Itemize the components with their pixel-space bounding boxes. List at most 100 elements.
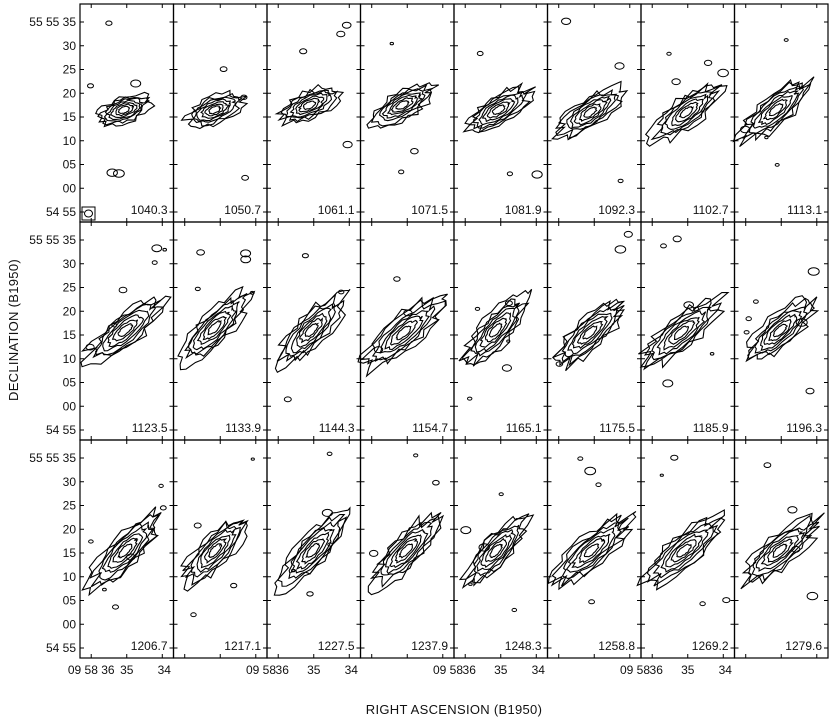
- noise-contour: [478, 543, 490, 552]
- noise-contour: [306, 591, 314, 597]
- noise-contour: [240, 94, 248, 101]
- contour-line: [656, 310, 707, 356]
- contour-set: [458, 288, 533, 367]
- contour-line: [371, 303, 436, 362]
- x-tick-label: 34: [532, 663, 546, 677]
- velocity-label: 1269.2: [692, 639, 729, 653]
- noise-contour: [588, 599, 595, 605]
- noise-contour: [555, 361, 564, 367]
- channel-panel: 1269.2: [636, 439, 736, 659]
- y-tick-label: 20: [63, 86, 77, 100]
- panel-frame: [546, 439, 642, 659]
- channel-panel: 1206.7: [79, 439, 175, 659]
- noise-contour: [783, 38, 789, 42]
- contour-line: [665, 533, 703, 568]
- y-tick-label: 10: [63, 134, 77, 148]
- contour-line: [180, 89, 249, 130]
- contour-line: [768, 103, 784, 117]
- noise-contour: [740, 125, 751, 134]
- x-axis-label: RIGHT ASCENSION (B1950): [366, 702, 542, 717]
- y-tick-label: 54 55: [46, 423, 76, 437]
- contour-line: [107, 314, 145, 348]
- velocity-label: 1227.5: [318, 639, 355, 653]
- contour-line: [480, 533, 513, 568]
- panel-frame: [266, 221, 362, 441]
- y-tick-label: 15: [63, 546, 77, 560]
- noise-contour: [341, 21, 352, 29]
- contour-line: [92, 299, 165, 359]
- noise-contour: [709, 352, 715, 356]
- contour-set: [367, 511, 445, 596]
- contour-line: [386, 94, 418, 116]
- x-tick-label: 35: [307, 663, 321, 677]
- noise-contour: [791, 545, 801, 553]
- y-tick-label: 30: [63, 475, 77, 489]
- contour-line: [95, 303, 156, 356]
- velocity-label: 1258.8: [598, 639, 635, 653]
- contour-set: [458, 513, 535, 590]
- contour-line: [772, 543, 788, 558]
- contour-set: [357, 293, 448, 378]
- noise-contour: [105, 20, 113, 26]
- contour-set: [274, 84, 345, 127]
- panel-frame: [359, 439, 455, 659]
- noise-contour: [703, 59, 713, 67]
- noise-contour: [398, 169, 405, 175]
- noise-contour: [671, 78, 681, 86]
- contour-line: [196, 98, 232, 122]
- y-tick-label: 15: [63, 328, 77, 342]
- contour-line: [746, 295, 820, 360]
- noise-contour: [787, 506, 798, 514]
- channel-panel: 1279.6: [733, 439, 829, 659]
- contour-line: [207, 319, 222, 336]
- noise-contour: [662, 379, 674, 388]
- channel-panel: 1071.5: [359, 3, 455, 223]
- contour-line: [489, 543, 503, 559]
- noise-contour: [659, 473, 664, 477]
- noise-contour: [219, 66, 228, 72]
- panel-frame: [172, 221, 268, 441]
- contour-line: [565, 527, 616, 573]
- contour-line: [555, 88, 623, 139]
- x-tick-label: 34: [345, 663, 359, 677]
- noise-contour: [501, 364, 512, 372]
- contour-line: [207, 543, 223, 558]
- channel-panel: 1227.5: [266, 439, 362, 659]
- contour-line: [190, 525, 241, 578]
- x-tick-label: 35: [120, 663, 134, 677]
- noise-contour: [369, 549, 379, 557]
- contour-line: [740, 512, 825, 590]
- noise-contour: [504, 300, 513, 307]
- contour-line: [115, 103, 135, 117]
- contour-line: [301, 538, 326, 565]
- noise-contour: [476, 50, 484, 57]
- noise-contour: [301, 253, 309, 259]
- x-tick-label: 09 58: [246, 663, 276, 677]
- contour-line: [571, 316, 609, 349]
- contour-line: [759, 310, 803, 352]
- contour-line: [111, 319, 139, 342]
- noise-contour: [196, 249, 206, 256]
- contour-set: [636, 509, 726, 591]
- noise-contour: [403, 309, 413, 317]
- noise-contour: [683, 301, 695, 309]
- noise-contour: [745, 316, 752, 322]
- y-tick-label: 00: [63, 617, 77, 631]
- noise-contour: [699, 601, 706, 607]
- contour-line: [481, 98, 516, 123]
- contour-line: [103, 97, 146, 123]
- contour-set: [180, 519, 249, 592]
- panel-frame: [733, 3, 829, 223]
- noise-contour: [240, 249, 252, 258]
- contour-line: [290, 307, 332, 354]
- contour-set: [273, 506, 351, 596]
- panel-frame: [79, 3, 175, 223]
- contour-line: [102, 309, 150, 352]
- panel-frame: [640, 221, 736, 441]
- y-tick-labels: 55 55 35 30 25 20 15 10 05 00 54 55 55 55 35 30 25 2…: [29, 15, 76, 655]
- contour-line: [394, 538, 419, 564]
- contour-line: [732, 76, 815, 148]
- contour-line: [297, 97, 321, 113]
- velocity-label: 1133.9: [225, 421, 261, 435]
- noise-contour: [342, 140, 353, 149]
